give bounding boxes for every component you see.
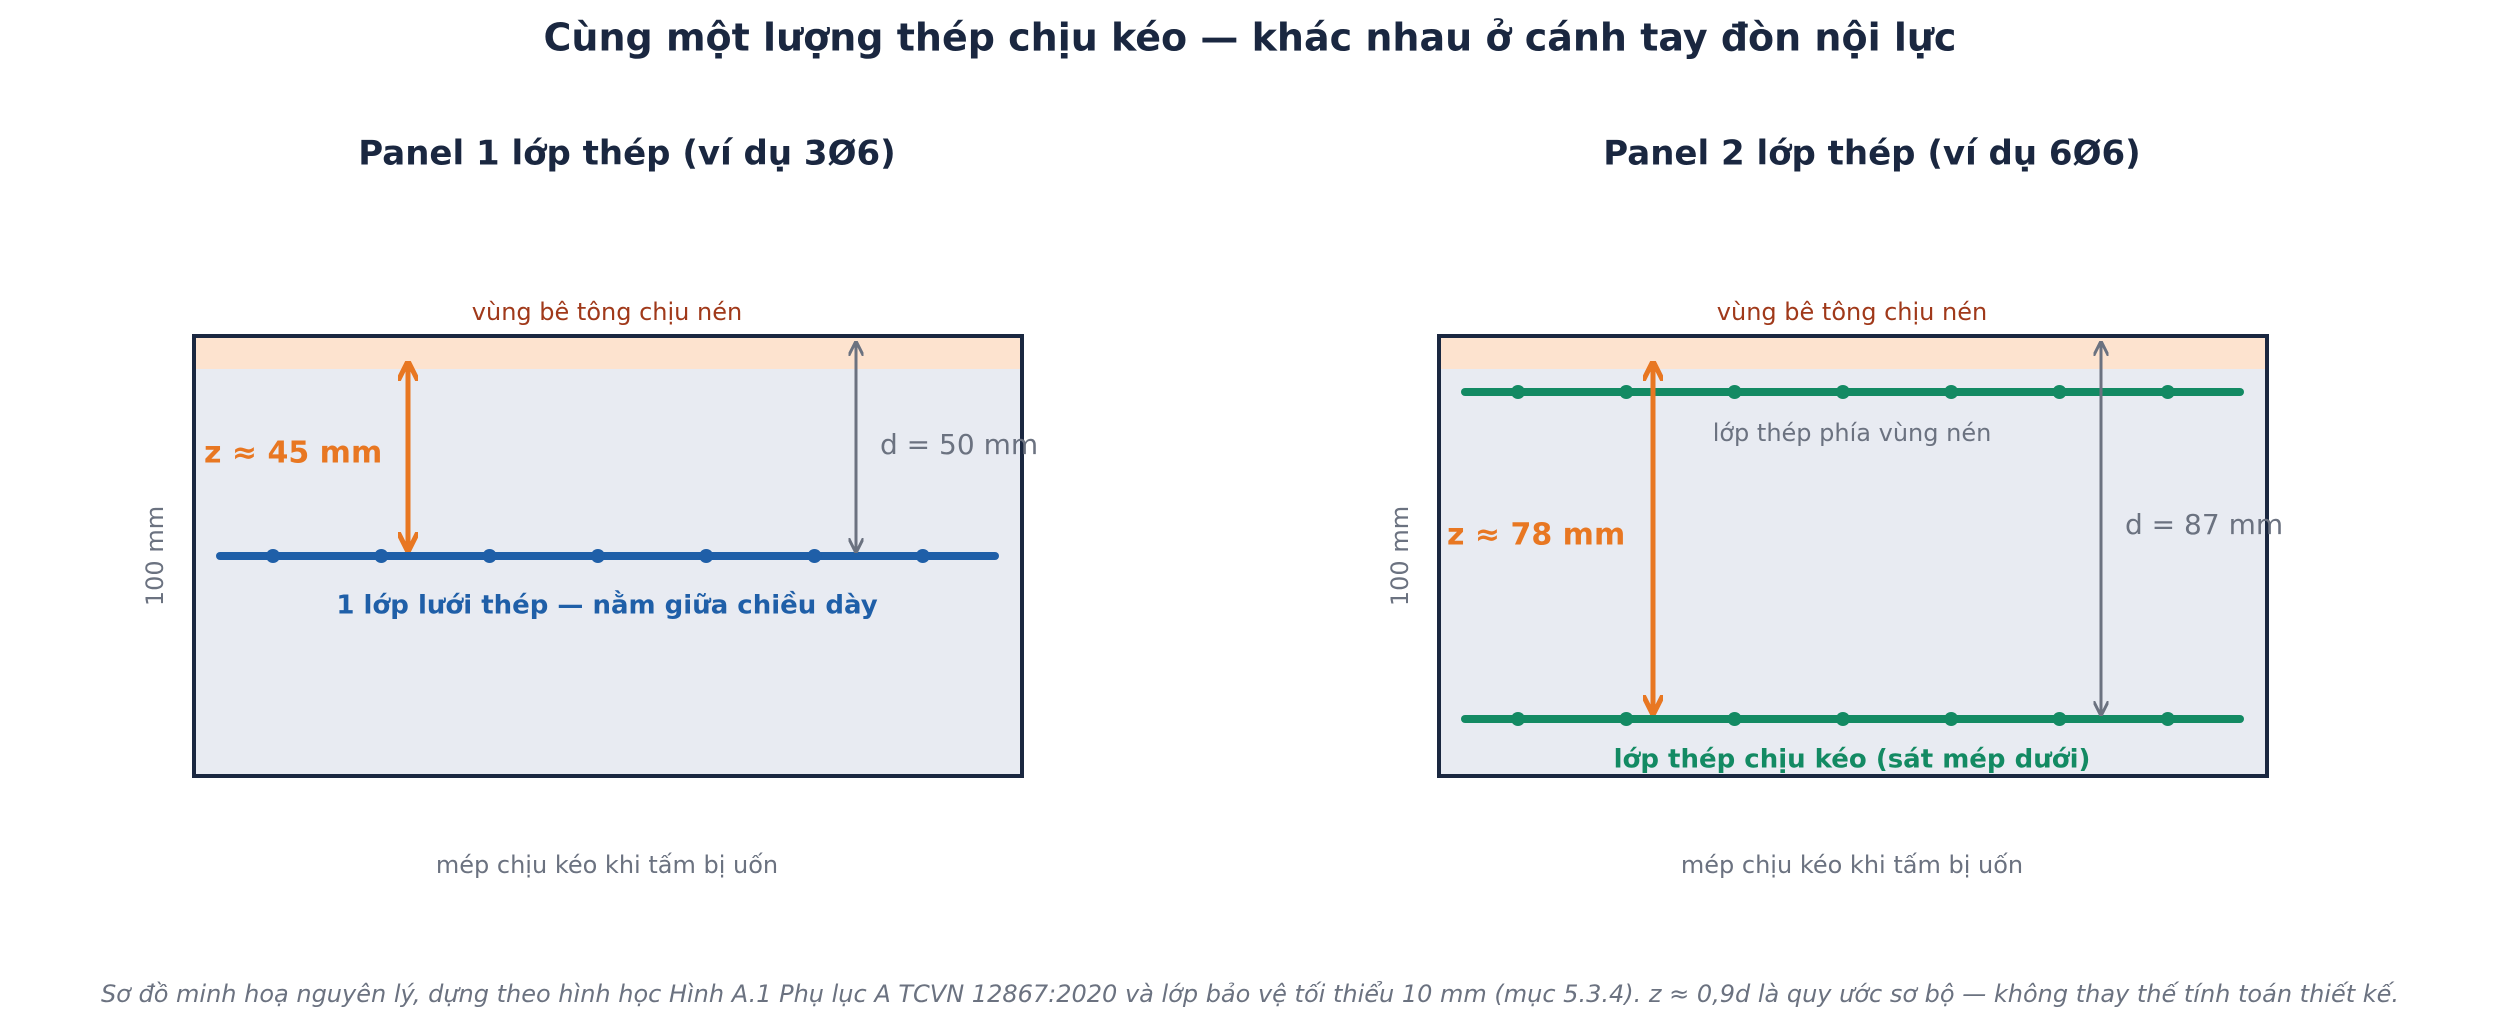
panel-title: Panel 1 lớp thép (ví dụ 3Ø6)	[358, 134, 895, 174]
rebar-bar	[699, 549, 714, 563]
layer-label: lớp thép chịu kéo (sát mép dưới)	[1614, 745, 2091, 775]
layer-label: 1 lớp lưới thép — nằm giữa chiều dày	[336, 589, 877, 621]
rebar-bar	[1835, 712, 1850, 726]
d-label: d = 87 mm	[2125, 508, 2283, 541]
rebar-bar	[1727, 712, 1742, 726]
rebar-bar	[2160, 385, 2175, 399]
rebar-bar	[482, 549, 497, 563]
layer-label: lớp thép phía vùng nén	[1713, 419, 1992, 447]
panel-1: Panel 1 lớp thép (ví dụ 3Ø6) vùng bê tôn…	[141, 134, 1038, 880]
compression-label: vùng bê tông chịu nén	[1717, 298, 1987, 326]
title: Cùng một lượng thép chịu kéo — khác nhau…	[544, 16, 1957, 60]
rebar-bar	[1727, 385, 1742, 399]
panel-title: Panel 2 lớp thép (ví dụ 6Ø6)	[1603, 134, 2140, 174]
compression-zone	[1441, 338, 2265, 369]
rebar-bar	[374, 549, 389, 563]
rebar-bar	[1511, 712, 1525, 726]
thickness-label: 100 mm	[141, 506, 169, 606]
rebar-bar	[2052, 385, 2067, 399]
rebar-bar	[2160, 712, 2175, 726]
rebar-bar	[1944, 712, 1959, 726]
compression-label: vùng bê tông chịu nén	[472, 298, 742, 326]
rebar-bar	[1619, 712, 1634, 726]
footnote: Sơ đồ minh hoạ nguyên lý, dựng theo hình…	[101, 980, 2399, 1008]
rebar-bar	[590, 549, 605, 563]
rebar-dots	[266, 549, 930, 563]
tension-edge-label: mép chịu kéo khi tấm bị uốn	[1681, 851, 2023, 879]
tension-edge-label: mép chịu kéo khi tấm bị uốn	[436, 851, 778, 879]
compression-zone	[196, 338, 1020, 369]
rebar-bar	[807, 549, 822, 563]
panel-2: Panel 2 lớp thép (ví dụ 6Ø6) vùng bê tôn…	[1386, 134, 2283, 880]
rebar-bar	[2052, 712, 2067, 726]
rebar-bar	[915, 549, 930, 563]
slab	[1437, 334, 2269, 778]
rebar-bar	[1511, 385, 1525, 399]
d-label: d = 50 mm	[880, 428, 1038, 461]
rebar-dots	[1511, 712, 2175, 726]
rebar-bar	[1835, 385, 1850, 399]
rebar-bar	[1944, 385, 1959, 399]
thickness-label: 100 mm	[1386, 506, 1414, 606]
rebar-bar	[266, 549, 280, 563]
z-label: z ≈ 45 mm	[204, 436, 382, 471]
rebar-dots	[1511, 385, 2175, 399]
z-label: z ≈ 78 mm	[1447, 518, 1625, 553]
rebar-bar	[1619, 385, 1634, 399]
